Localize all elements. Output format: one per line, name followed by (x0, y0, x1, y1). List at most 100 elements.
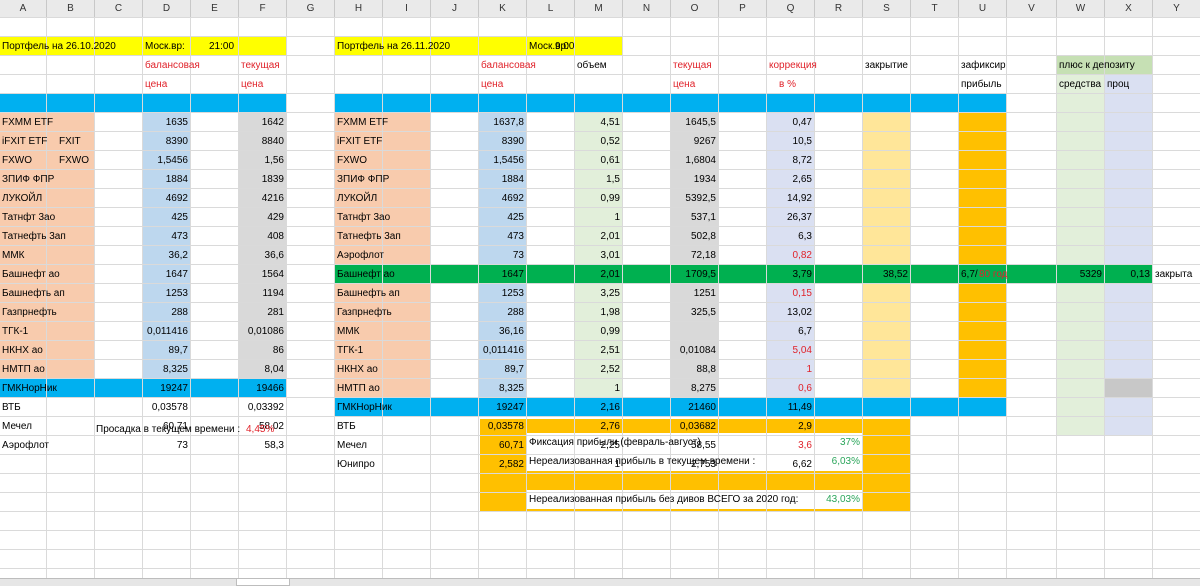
right-hdr-balance[interactable]: балансовая (481, 60, 536, 71)
right-current-price[interactable]: 2,753 (690, 459, 716, 470)
right-hdr-correction-2[interactable]: в % (779, 79, 796, 90)
right-current-price[interactable]: 1645,5 (685, 117, 716, 128)
right-portfolio-title[interactable]: Портфель на 26.11.2020 (337, 41, 451, 52)
mmk-percent-value[interactable]: 0,13 (1130, 269, 1150, 280)
right-correction[interactable]: 11,49 (787, 402, 812, 413)
column-header-t[interactable]: T (911, 0, 959, 18)
right-volume[interactable]: 1 (614, 383, 620, 394)
mmk-fixed-value[interactable]: 6,7/ (961, 269, 978, 280)
left-time-label[interactable]: Моск.вр: (145, 41, 185, 52)
left-balance-price[interactable]: 8,325 (162, 364, 188, 375)
column-header-i[interactable]: I (383, 0, 431, 18)
right-correction[interactable]: 1 (806, 364, 812, 375)
summary-fix-value[interactable]: 37% (839, 437, 860, 448)
summary-total-label[interactable]: Нереализованная прибыль без дивов ВСЕГО … (529, 494, 799, 505)
mmk-close-value[interactable]: 38,52 (882, 269, 908, 280)
right-correction[interactable]: 3,79 (792, 269, 812, 280)
left-balance-price[interactable]: 288 (171, 307, 188, 318)
left-ticker-name[interactable]: ММК (2, 250, 25, 261)
right-volume[interactable]: 1 (614, 459, 620, 470)
left-balance-price[interactable]: 36,2 (168, 250, 188, 261)
right-current-price[interactable]: 88,8 (696, 364, 716, 375)
right-correction[interactable]: 13,02 (786, 307, 812, 318)
left-current-price[interactable]: 281 (267, 307, 284, 318)
right-volume[interactable]: 0,99 (600, 193, 620, 204)
right-ticker-name[interactable]: FXMM ETF (337, 117, 389, 128)
left-portfolio-title[interactable]: Портфель на 26.10.2020 (2, 41, 116, 52)
right-current-price[interactable]: 0,03682 (679, 421, 716, 432)
right-volume[interactable]: 1,98 (600, 307, 620, 318)
right-current-price[interactable]: 1709,5 (685, 269, 716, 280)
column-header-g[interactable]: G (287, 0, 335, 18)
right-balance-price[interactable]: 1253 (501, 288, 524, 299)
right-correction[interactable]: 2,9 (798, 421, 812, 432)
left-current-price[interactable]: 86 (272, 345, 284, 356)
right-ticker-name[interactable]: Газпрнефть (337, 307, 392, 318)
right-balance-price[interactable]: 0,03578 (487, 421, 524, 432)
right-time-value[interactable]: 9:00 (555, 41, 575, 52)
column-header-j[interactable]: J (431, 0, 479, 18)
column-header-u[interactable]: U (959, 0, 1007, 18)
right-ticker-name[interactable]: НКНХ ао (337, 364, 378, 375)
left-ticker-name[interactable]: iFXIT ETF (2, 136, 48, 147)
right-correction[interactable]: 2,65 (792, 174, 812, 185)
column-header-a[interactable]: A (0, 0, 47, 18)
left-current-price[interactable]: 1194 (262, 288, 284, 299)
left-hdr-current-2[interactable]: цена (241, 79, 264, 90)
right-volume[interactable]: 2,01 (600, 231, 620, 242)
right-balance-price[interactable]: 1647 (501, 269, 524, 280)
right-hdr-volume[interactable]: объем (577, 60, 607, 71)
left-current-price[interactable]: 36,6 (264, 250, 284, 261)
right-ticker-name[interactable]: Аэрофлот (337, 250, 384, 261)
right-correction[interactable]: 14,92 (786, 193, 812, 204)
right-correction[interactable]: 5,04 (792, 345, 812, 356)
left-current-price[interactable]: 8840 (261, 136, 284, 147)
column-header-y[interactable]: Y (1153, 0, 1200, 18)
left-current-price[interactable]: 429 (267, 212, 284, 223)
column-header-h[interactable]: H (335, 0, 383, 18)
left-balance-price[interactable]: 0,011416 (147, 326, 188, 337)
right-correction[interactable]: 0,15 (792, 288, 812, 299)
left-hdr-current[interactable]: текущая (241, 60, 280, 71)
left-balance-price[interactable]: 425 (171, 212, 188, 223)
right-balance-price[interactable]: 73 (512, 250, 524, 261)
right-ticker-name[interactable]: НМТП ао (337, 383, 380, 394)
column-header-e[interactable]: E (191, 0, 239, 18)
right-balance-price[interactable]: 1,5456 (493, 155, 524, 166)
left-balance-price[interactable]: 1884 (165, 174, 188, 185)
left-ticker-name[interactable]: Башнефт ао (2, 269, 60, 280)
right-ticker-name[interactable]: Татнфт 3ао (337, 212, 391, 223)
right-balance-price[interactable]: 2,582 (498, 459, 524, 470)
left-balance-price[interactable]: 19247 (160, 383, 188, 394)
right-current-price[interactable]: 72,18 (690, 250, 716, 261)
right-volume[interactable]: 2,76 (600, 421, 620, 432)
column-header-s[interactable]: S (863, 0, 911, 18)
right-ticker-name[interactable]: Юнипро (337, 459, 375, 470)
right-correction[interactable]: 10,5 (792, 136, 812, 147)
left-ticker-name[interactable]: ВТБ (2, 402, 21, 413)
right-volume[interactable]: 0,61 (600, 155, 620, 166)
left-balance-price[interactable]: 473 (171, 231, 188, 242)
column-header-b[interactable]: B (47, 0, 95, 18)
column-header-f[interactable]: F (239, 0, 287, 18)
right-volume[interactable]: 4,51 (600, 117, 620, 128)
right-hdr-correction[interactable]: коррекция (769, 60, 817, 71)
left-balance-price[interactable]: 1253 (165, 288, 188, 299)
right-volume[interactable]: 3,25 (600, 288, 620, 299)
left-current-price[interactable]: 1564 (261, 269, 284, 280)
right-current-price[interactable]: 502,8 (690, 231, 716, 242)
right-volume[interactable]: 1,5 (606, 174, 620, 185)
right-current-price[interactable]: 8,275 (690, 383, 716, 394)
left-ticker-name[interactable]: Татнфт 3ао (2, 212, 56, 223)
right-balance-price[interactable]: 19247 (496, 402, 524, 413)
column-header-c[interactable]: C (95, 0, 143, 18)
right-correction[interactable]: 0,47 (792, 117, 812, 128)
right-correction[interactable]: 6,3 (798, 231, 812, 242)
mmk-funds-value[interactable]: 5329 (1079, 269, 1102, 280)
right-correction[interactable]: 26,37 (786, 212, 812, 223)
left-balance-price[interactable]: 60,71 (162, 421, 188, 432)
left-ticker-name[interactable]: Газпрнефть (2, 307, 57, 318)
left-balance-price[interactable]: 8390 (165, 136, 188, 147)
column-header-r[interactable]: R (815, 0, 863, 18)
right-hdr-percent[interactable]: проц (1107, 79, 1130, 90)
